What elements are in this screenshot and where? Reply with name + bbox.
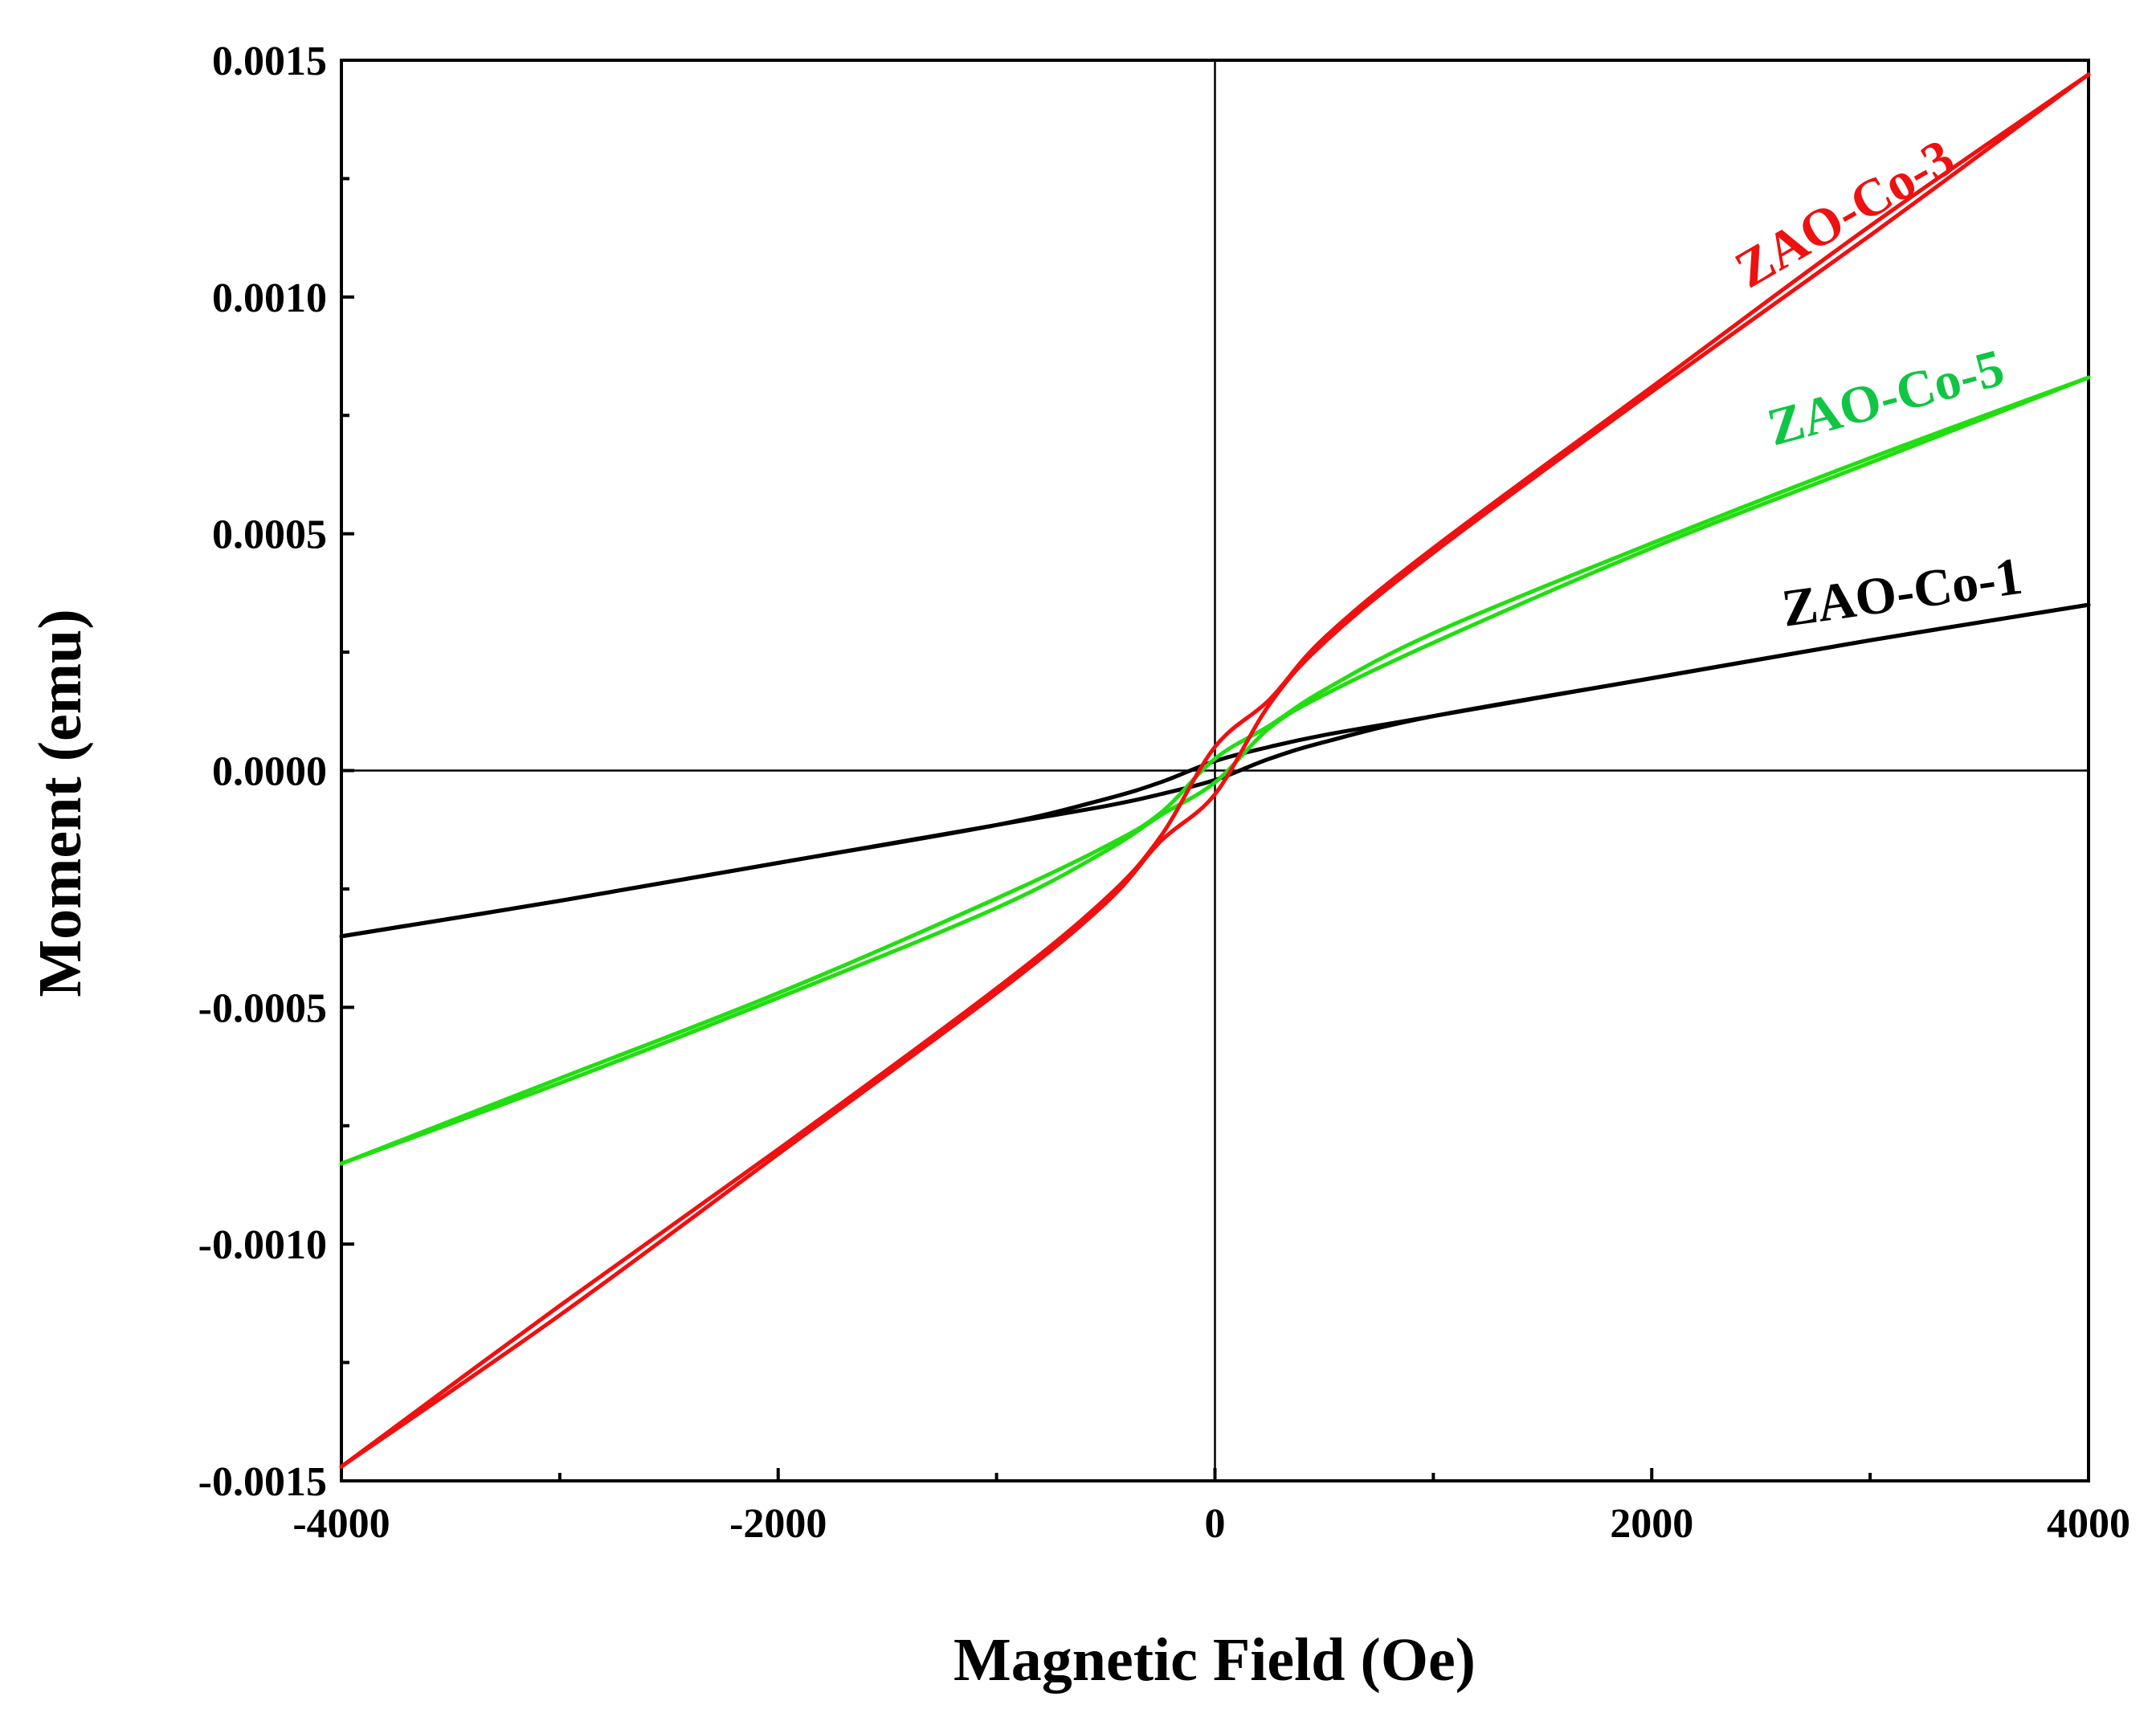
y-tick-label: 0.0005 [212, 512, 327, 558]
y-axis-title: Moment (emu) [27, 609, 94, 997]
y-tick-label: -0.0015 [198, 1459, 327, 1505]
x-axis-ticks: -4000 -2000 0 2000 4000 [292, 1468, 2130, 1547]
x-tick-label: -2000 [729, 1501, 827, 1547]
series-line-zao-co-5-branch-1 [339, 375, 2091, 1166]
y-tick-label: 0.0015 [212, 39, 327, 84]
x-tick-label: -4000 [292, 1501, 390, 1547]
blank-inset-box [1595, 821, 1992, 1285]
x-tick-label: 0 [1205, 1501, 1226, 1547]
series-line-zao-co-3-branch-1 [339, 72, 2091, 1469]
x-tick-label: 2000 [1610, 1501, 1693, 1547]
y-tick-label: -0.0005 [198, 985, 327, 1031]
series-line-zao-co-5-branch-2 [339, 375, 2091, 1166]
series-group [339, 72, 2091, 1469]
y-tick-label: 0.0010 [212, 275, 327, 321]
y-tick-label: -0.0010 [198, 1222, 327, 1268]
x-tick-label: 4000 [2047, 1501, 2130, 1547]
series-line-zao-co-3-branch-2 [339, 72, 2091, 1469]
y-tick-label: 0.0000 [212, 749, 327, 795]
x-axis-title: Magnetic Field (Oe) [953, 1626, 1476, 1694]
y-axis-ticks: -0.0015 -0.0010 -0.0005 0.0000 0.0005 0.0010 0… [198, 39, 354, 1505]
